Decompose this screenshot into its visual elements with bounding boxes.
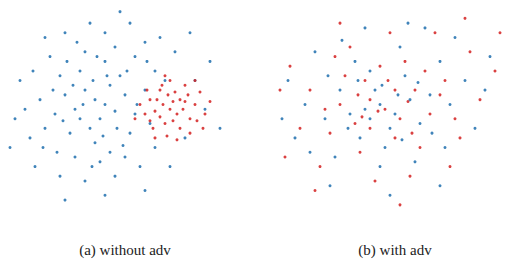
svg-text:(a) without adv: (a) without adv [79, 242, 171, 259]
svg-text:(b) with adv: (b) with adv [358, 242, 432, 259]
